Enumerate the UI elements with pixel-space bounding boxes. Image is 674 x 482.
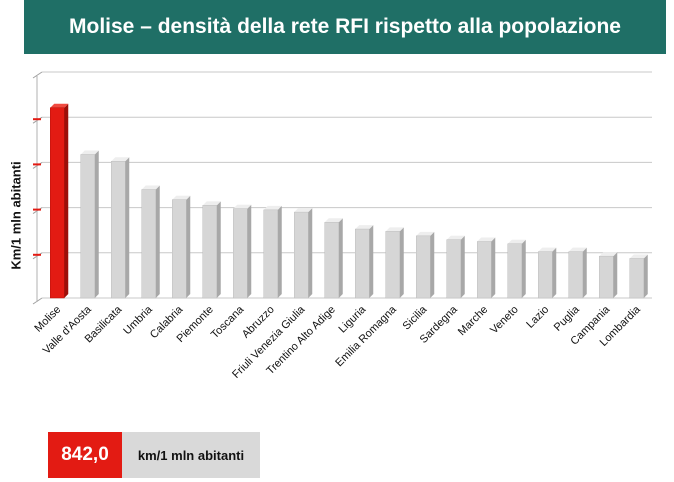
bar-top (80, 150, 99, 155)
bar-top (294, 208, 313, 213)
bar-top (355, 225, 374, 230)
bar-top (233, 204, 252, 209)
bar (172, 199, 187, 299)
x-tick-label: Marche (456, 304, 490, 338)
x-tick-label: Toscana (209, 303, 247, 341)
bar-top (599, 252, 618, 257)
bar (568, 251, 583, 299)
bar-top (538, 247, 557, 252)
bar-side (582, 247, 587, 298)
x-tick-label: Sicilia (401, 303, 430, 332)
bar-side (338, 218, 343, 298)
bar (355, 228, 370, 299)
bar-top (507, 239, 526, 244)
bar-top (141, 185, 160, 190)
bar (202, 205, 217, 299)
bar (446, 239, 461, 299)
bar-side (155, 185, 160, 298)
callout-unit: km/1 mln abitanti (122, 432, 260, 478)
bar-side (247, 204, 252, 298)
gridline-stub (32, 71, 43, 79)
bar-side (64, 103, 69, 298)
bar-side (369, 225, 374, 298)
bar-top (202, 201, 221, 206)
bar (233, 208, 248, 299)
bar-side (460, 235, 465, 298)
bar (141, 189, 156, 299)
bar-side (125, 157, 130, 298)
x-tick-label: Veneto (488, 304, 521, 337)
callout-value: 842,0 (48, 432, 122, 478)
bar-side (399, 227, 404, 298)
bar-top (416, 231, 435, 236)
chart-title: Molise – densità della rete RFI rispetto… (24, 0, 666, 54)
bar-top (629, 254, 648, 259)
bar (111, 161, 126, 299)
bar (477, 241, 492, 299)
bar-top (385, 227, 404, 232)
bar-top (50, 103, 69, 108)
bar-side (216, 201, 221, 298)
bar-top (568, 247, 587, 252)
bar (294, 211, 309, 299)
bar (629, 258, 644, 299)
bar-side (643, 254, 648, 298)
bar-side (308, 208, 313, 298)
bar (324, 222, 339, 299)
x-tick-label: Lazio (524, 304, 551, 331)
bar-side (430, 231, 435, 298)
bar (507, 243, 522, 299)
bar (263, 209, 278, 299)
bar-side (277, 205, 282, 298)
bar-side (521, 239, 526, 298)
bar-top (477, 237, 496, 242)
bar-top (172, 195, 191, 200)
bar-top (263, 205, 282, 210)
bar-side (186, 195, 191, 298)
bar (385, 231, 400, 299)
bar-highlighted (50, 107, 65, 299)
bar-side (613, 252, 618, 298)
bar-top (111, 157, 130, 162)
bar (80, 154, 95, 299)
bar (416, 235, 431, 299)
bar (538, 251, 553, 299)
bar-top (324, 218, 343, 223)
bar-side (491, 237, 496, 298)
bar-top (446, 235, 465, 240)
bar-side (94, 150, 99, 298)
bar (599, 255, 614, 299)
bar-side (552, 247, 557, 298)
value-callout: 842,0 km/1 mln abitanti (48, 432, 260, 478)
